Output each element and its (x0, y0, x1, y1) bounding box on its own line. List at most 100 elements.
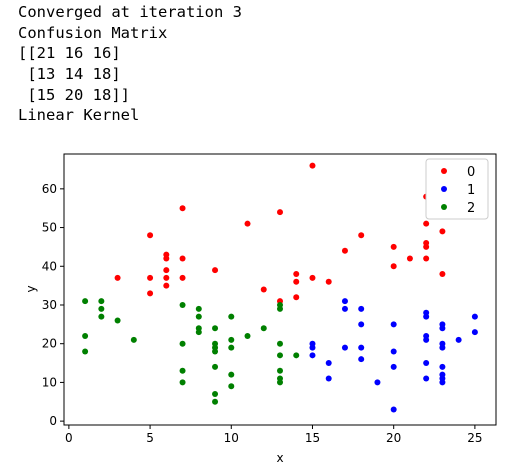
point-series-2 (277, 367, 283, 374)
point-series-1 (325, 360, 332, 367)
point-series-0 (147, 290, 154, 297)
point-series-2 (195, 313, 202, 320)
x-tick-label: 0 (65, 431, 73, 445)
point-series-1 (423, 313, 430, 320)
legend-box (425, 158, 489, 220)
point-series-0 (423, 243, 430, 250)
point-series-1 (358, 321, 365, 328)
output-line: [[21 16 16] (18, 44, 121, 63)
point-series-2 (228, 336, 235, 343)
point-series-1 (471, 329, 478, 336)
point-series-0 (293, 278, 300, 285)
point-series-1 (423, 336, 430, 343)
point-series-2 (98, 313, 105, 320)
point-series-1 (309, 344, 316, 351)
point-series-0 (439, 271, 446, 278)
point-series-0 (179, 274, 186, 281)
output-line: [13 14 18] (18, 65, 121, 84)
point-series-2 (228, 344, 235, 351)
point-series-2 (195, 329, 202, 336)
x-tick-label: 15 (305, 431, 320, 445)
point-series-2 (98, 298, 105, 305)
point-series-2 (212, 325, 219, 332)
point-series-2 (277, 305, 283, 312)
point-series-2 (212, 363, 219, 370)
point-series-0 (179, 205, 186, 212)
point-series-2 (244, 332, 251, 339)
point-series-1 (390, 363, 397, 370)
point-series-2 (228, 383, 235, 390)
point-series-0 (390, 243, 397, 250)
y-tick-label: 30 (42, 298, 57, 312)
point-series-2 (212, 348, 219, 355)
point-series-0 (179, 255, 186, 262)
point-series-1 (439, 325, 446, 332)
legend-label: 2 (467, 201, 475, 216)
axis-ticks: 0 5 10 15 20 25 0 10 20 30 40 50 60 (42, 182, 483, 445)
y-tick-label: 10 (42, 375, 57, 389)
point-series-2 (277, 352, 283, 359)
y-tick-label: 40 (42, 259, 57, 273)
legend-label: 1 (467, 183, 475, 198)
point-series-2 (82, 332, 89, 339)
point-series-2 (293, 352, 300, 359)
point-series-2 (179, 340, 186, 347)
output-line: Linear Kernel (18, 106, 140, 125)
output-line: Converged at iteration 3 (18, 3, 242, 21)
point-series-2 (212, 391, 219, 398)
point-series-0 (406, 255, 413, 262)
point-series-0 (114, 274, 121, 281)
point-series-0 (260, 286, 267, 293)
point-series-2 (260, 325, 267, 332)
data-points (82, 162, 478, 413)
y-tick-label: 60 (42, 182, 57, 196)
point-series-1 (358, 344, 365, 351)
point-series-2 (212, 398, 219, 405)
x-axis-label: x (276, 451, 283, 465)
point-series-1 (325, 375, 332, 382)
point-series-1 (341, 344, 348, 351)
point-series-1 (390, 406, 397, 413)
y-axis-label: y (24, 285, 38, 292)
point-series-0 (439, 228, 446, 235)
point-series-0 (423, 255, 430, 262)
point-series-1 (439, 379, 446, 386)
point-series-0 (163, 267, 170, 274)
point-series-1 (471, 313, 478, 320)
point-series-0 (277, 209, 283, 216)
point-series-2 (228, 313, 235, 320)
legend-label: 0 (467, 165, 475, 180)
point-series-1 (423, 375, 430, 382)
legend-marker (441, 204, 447, 210)
point-series-0 (390, 263, 397, 270)
point-series-1 (455, 336, 462, 343)
y-tick-label: 50 (42, 221, 57, 235)
scatter-chart: 0 5 10 15 20 25 0 10 20 30 40 50 60 x y 0 1 2 (24, 153, 497, 465)
legend-marker (441, 168, 447, 174)
point-series-0 (423, 220, 430, 227)
x-tick-label: 5 (146, 431, 154, 445)
point-series-1 (358, 356, 365, 363)
y-tick-label: 20 (42, 337, 57, 351)
legend: 0 1 2 (425, 158, 489, 220)
y-tick-label: 0 (49, 414, 57, 428)
point-series-2 (277, 340, 283, 347)
point-series-0 (293, 294, 300, 301)
output-line: [15 20 18]] (18, 85, 130, 104)
point-series-0 (309, 162, 316, 169)
point-series-0 (163, 282, 170, 289)
point-series-1 (374, 379, 381, 386)
point-series-1 (341, 305, 348, 312)
point-series-2 (114, 317, 121, 324)
point-series-1 (341, 298, 348, 305)
point-series-0 (309, 274, 316, 281)
point-series-0 (293, 271, 300, 278)
point-series-1 (358, 305, 365, 312)
point-series-0 (163, 255, 170, 262)
point-series-2 (228, 371, 235, 378)
point-series-2 (82, 298, 89, 305)
point-series-1 (423, 360, 430, 367)
console-output: Converged at iteration 3 Confusion Matrix… (18, 2, 242, 126)
x-tick-label: 25 (467, 431, 482, 445)
point-series-0 (341, 247, 348, 254)
